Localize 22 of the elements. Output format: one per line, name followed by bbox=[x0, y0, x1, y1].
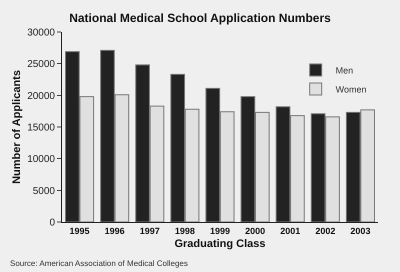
chart-title: National Medical School Application Numbers bbox=[69, 11, 332, 25]
y-axis-title: Number of Applicants bbox=[10, 70, 23, 184]
y-tick-label: 25000 bbox=[27, 59, 56, 70]
y-tick-label: 0 bbox=[49, 218, 56, 228]
x-tick-label: 1998 bbox=[174, 226, 195, 236]
y-tick-label: 30000 bbox=[27, 28, 56, 38]
y-tick-label: 10000 bbox=[27, 154, 56, 166]
legend-label: Women bbox=[336, 84, 367, 95]
legend-label: Men bbox=[336, 66, 354, 76]
y-tick-label: 20000 bbox=[27, 90, 56, 102]
y-tick-label: 5000 bbox=[32, 186, 56, 197]
source-note: Source: American Association of Medical Colleges bbox=[10, 259, 188, 268]
x-tick-label: 2003 bbox=[350, 226, 370, 236]
x-tick-label: 1999 bbox=[210, 226, 230, 236]
x-axis-title: Graduating Class bbox=[174, 238, 266, 250]
x-tick-label: 2002 bbox=[315, 226, 336, 236]
x-tick-label: 2000 bbox=[245, 226, 266, 236]
x-tick-label: 1997 bbox=[140, 226, 160, 236]
x-tick-label: 1996 bbox=[104, 226, 125, 236]
x-tick-label: 2001 bbox=[280, 226, 300, 236]
y-tick-label: 15000 bbox=[27, 122, 56, 134]
x-tick-label: 1995 bbox=[70, 226, 90, 236]
